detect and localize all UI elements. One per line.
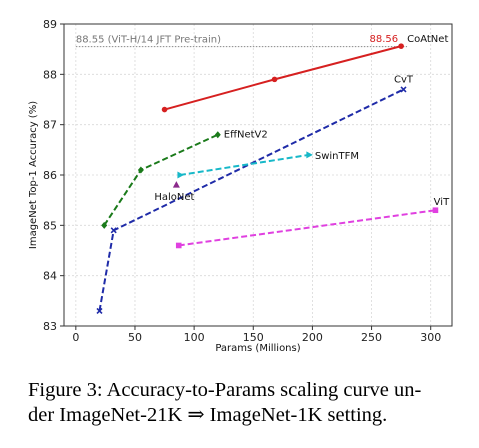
caption-line-2: der ImageNet-21K ⇒ ImageNet-1K setting.: [28, 404, 388, 426]
series-label-vit: ViT: [434, 197, 450, 208]
marker-cvt: [110, 227, 117, 234]
marker-coatnet: [398, 43, 404, 49]
reference-line-label: 88.55 (ViT-H/14 JFT Pre-train): [76, 35, 221, 46]
x-tick-label: 250: [361, 331, 382, 344]
x-tick-label: 0: [72, 331, 79, 344]
scaling-chart: 0 50 100 150 200 250 300 83 84 85 86 87 88 89 88.55 (…: [28, 18, 453, 354]
marker-vit: [432, 207, 439, 214]
y-axis-label: ImageNet Top-1 Accuracy (%): [28, 101, 39, 249]
series-label-swintfm: SwinTFM: [315, 151, 359, 162]
series-cvt: CvT: [96, 74, 414, 314]
marker-effnetv2: [101, 221, 108, 229]
series-label-effnetv2: EffNetV2: [224, 130, 268, 141]
series-swintfm: SwinTFM: [177, 151, 359, 179]
marker-swintfm: [306, 151, 313, 159]
x-tick-label: 50: [128, 331, 142, 344]
x-tick-label: 150: [243, 331, 264, 344]
marker-swintfm: [177, 171, 184, 179]
series-line-effnetv2: [103, 133, 219, 226]
caption-line-1: Figure 3: Accuracy-to-Params scaling cur…: [28, 379, 422, 401]
x-tick-label: 200: [302, 331, 323, 344]
grid: [64, 23, 452, 327]
marker-vit: [175, 242, 182, 249]
marker-effnetv2: [137, 166, 144, 174]
series-line-swintfm: [179, 153, 310, 176]
x-tick-label: 300: [420, 331, 441, 344]
y-tick-label: 89: [43, 18, 57, 31]
series-coatnet: 88.56 CoAtNet: [161, 34, 448, 113]
series-vit: ViT: [175, 197, 450, 249]
y-tick-label: 86: [43, 169, 57, 182]
x-axis-label: Params (Millions): [215, 343, 300, 354]
y-tick-label: 83: [43, 320, 57, 333]
y-tick-label: 88: [43, 68, 57, 81]
marker-cvt: [400, 86, 407, 93]
marker-halonet: [172, 181, 180, 188]
series-group: 88.56 CoAtNet CvT EffNetV2 SwinTFM HaloNet ViT: [96, 34, 450, 314]
series-line-cvt: [98, 88, 404, 312]
series-label-halonet: HaloNet: [154, 192, 194, 203]
data-label-coatnet: 88.56: [369, 34, 398, 45]
axis-ticks: 0 50 100 150 200 250 300 83 84 85 86 87 88 89: [43, 18, 441, 344]
marker-effnetv2: [214, 131, 221, 139]
marker-coatnet: [271, 76, 278, 83]
x-tick-label: 100: [184, 331, 205, 344]
y-tick-label: 87: [43, 119, 57, 132]
series-label-coatnet: CoAtNet: [407, 34, 448, 45]
reference-line-group: 88.55 (ViT-H/14 JFT Pre-train): [75, 35, 408, 48]
series-halonet: HaloNet: [154, 181, 195, 203]
y-tick-label: 84: [43, 270, 57, 283]
marker-cvt: [96, 307, 103, 314]
series-line-coatnet: [164, 45, 402, 111]
y-tick-label: 85: [43, 219, 57, 232]
marker-coatnet: [161, 106, 168, 113]
series-effnetv2: EffNetV2: [101, 130, 268, 229]
series-label-cvt: CvT: [394, 74, 414, 85]
figure-caption: Figure 3: Accuracy-to-Params scaling cur…: [28, 378, 468, 428]
series-line-vit: [178, 209, 436, 247]
